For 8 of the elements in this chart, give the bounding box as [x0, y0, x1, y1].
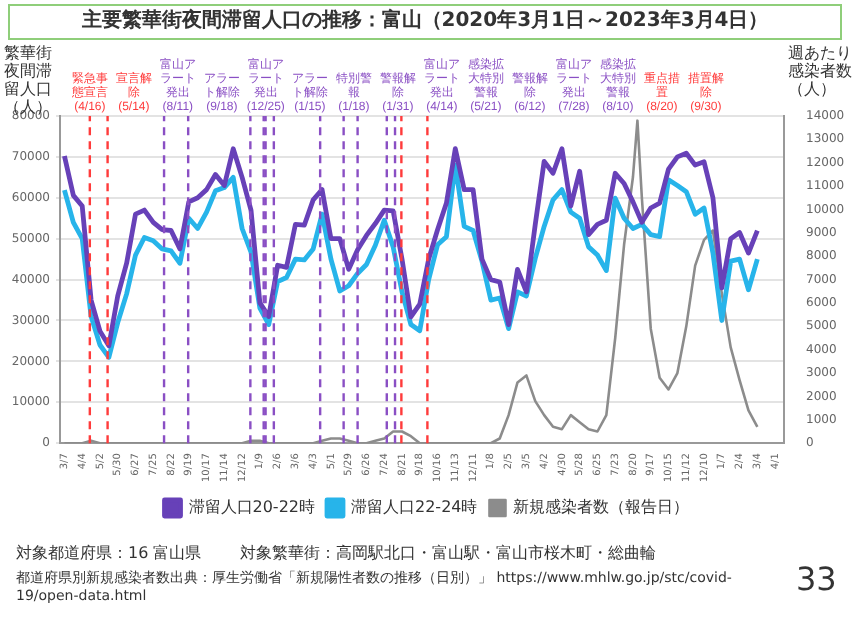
- legend-label: 滞留人口20-22時: [188, 498, 316, 517]
- chart-title: 主要繁華街夜間滞留人口の推移：富山（2020年3月1日～2023年3月4日）: [8, 4, 842, 40]
- text: 33: [796, 560, 837, 600]
- legend-label: 新規感染者数（報告日）: [513, 498, 690, 517]
- text: 対象都道府県：16 富山県: [16, 544, 202, 564]
- y2-axis-title: 週あたり感染者数（人）: [788, 44, 854, 98]
- text: 対象繁華街：高岡駅北口・富山駅・富山市桜木町・総曲輪: [240, 544, 656, 564]
- legend-label: 滞留人口22-24時: [351, 498, 478, 517]
